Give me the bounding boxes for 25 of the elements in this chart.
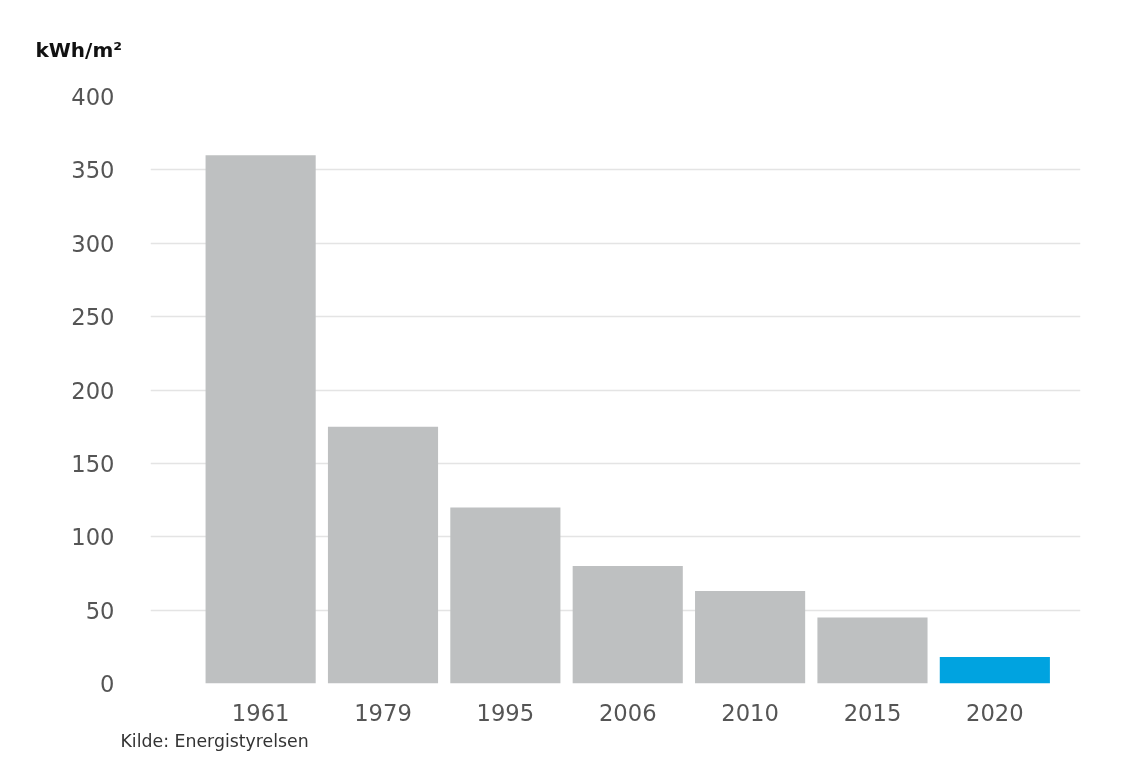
x-tick-label: 2020 bbox=[966, 699, 1024, 726]
y-tick-label: 300 bbox=[71, 230, 115, 257]
y-tick-label: 250 bbox=[71, 304, 115, 331]
y-axis-title: kWh/m² bbox=[35, 37, 123, 62]
bar bbox=[205, 155, 316, 684]
y-tick-label: 0 bbox=[100, 671, 115, 697]
bar bbox=[817, 617, 928, 684]
x-tick-label: 2010 bbox=[721, 699, 779, 726]
x-tick-label: 1979 bbox=[354, 699, 412, 726]
bar bbox=[327, 426, 439, 684]
y-tick-label: 50 bbox=[85, 597, 115, 624]
y-tick-label: 100 bbox=[71, 524, 115, 551]
x-tick-label: 2015 bbox=[843, 699, 902, 726]
x-tick-label: 2006 bbox=[598, 699, 657, 726]
y-tick-label: 150 bbox=[71, 450, 115, 477]
bar bbox=[695, 591, 806, 684]
x-tick-label: 1995 bbox=[476, 699, 535, 726]
text: Kilde: Energistyrelsen bbox=[120, 730, 309, 751]
y-tick-label: 200 bbox=[71, 377, 115, 404]
y-tick-label: 400 bbox=[71, 84, 115, 110]
y-tick-label: 350 bbox=[71, 157, 115, 184]
bar bbox=[450, 507, 561, 684]
bar bbox=[939, 657, 1050, 684]
x-tick-label: 1961 bbox=[231, 699, 290, 726]
bar bbox=[572, 566, 683, 684]
